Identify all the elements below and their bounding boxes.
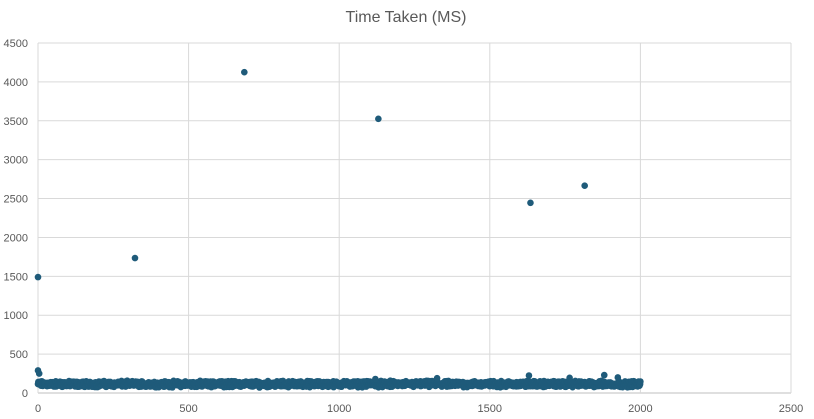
x-tick-label: 500 [179, 403, 197, 415]
y-tick-label: 1000 [4, 310, 28, 322]
y-tick-label: 3000 [4, 155, 28, 167]
y-tick-label: 500 [10, 349, 28, 361]
data-points [34, 68, 644, 391]
data-point [637, 378, 644, 385]
y-tick-label: 2000 [4, 232, 28, 244]
outlier-point [581, 182, 588, 190]
y-tick-label: 1500 [4, 271, 28, 283]
x-tick-label: 1500 [478, 403, 502, 415]
data-point [35, 370, 43, 377]
data-point [525, 372, 533, 379]
outlier-point [241, 68, 248, 76]
y-tick-label: 4500 [4, 38, 28, 50]
axis-ticks: 0 500 1000 1500 2000 2500 3000 3500 4000 4500 0 500… [4, 38, 804, 415]
outlier-point [375, 115, 382, 123]
data-point [600, 371, 608, 379]
outlier-point [527, 199, 534, 207]
y-tick-label: 0 [22, 388, 28, 400]
data-point [566, 374, 573, 382]
x-tick-label: 2000 [628, 403, 652, 415]
chart-title: Time Taken (MS) [346, 9, 467, 26]
x-tick-label: 0 [35, 403, 41, 415]
data-point [433, 374, 441, 382]
x-tick-label: 2500 [779, 403, 803, 415]
outlier-point [131, 254, 139, 262]
y-tick-label: 2500 [4, 194, 28, 206]
y-tick-label: 4000 [4, 77, 28, 89]
x-tick-label: 1000 [327, 403, 351, 415]
grid [37, 42, 792, 394]
y-tick-label: 3500 [4, 116, 28, 128]
data-point [372, 375, 379, 383]
outlier-point [34, 273, 42, 281]
data-point [614, 374, 622, 381]
